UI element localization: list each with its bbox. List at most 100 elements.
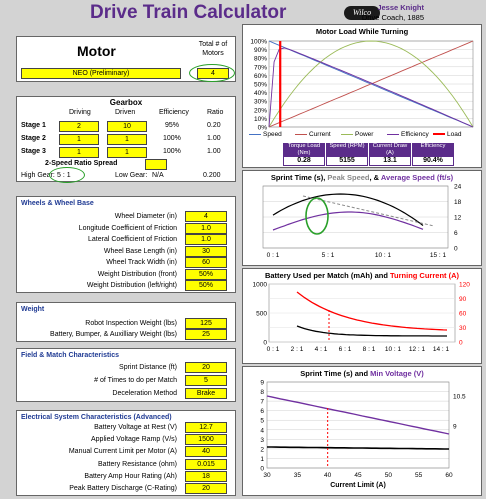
current-x-tick: 60 [445, 472, 453, 479]
battery-x-tick: 14 : 1 [433, 346, 450, 353]
match-field-label: # of Times to do per Match [94, 377, 177, 384]
current-x-tick: 55 [415, 472, 423, 479]
wheel-field-label: Longitude Coefficient of Friction [78, 224, 177, 232]
electrical-field-label: Manual Current Limit per Motor (A) [68, 448, 177, 456]
electrical-field-input[interactable]: 1500 [185, 434, 227, 446]
spread-label: 2-Speed Ratio Spread [45, 160, 118, 167]
weight-field-input[interactable]: 125 [185, 318, 227, 329]
electrical-field-label: Applied Voltage Ramp (V/s) [91, 436, 177, 444]
min-voltage-line [266, 395, 450, 435]
sprint-right-tick: 0 [454, 246, 458, 253]
motor-type-select[interactable]: NEO (Preliminary) [21, 68, 181, 79]
page-title: Drive Train Calculator [90, 2, 287, 23]
wheels-title: Wheels & Wheel Base [21, 200, 94, 207]
electrical-field-input[interactable]: 12.7 [185, 422, 227, 433]
current-x-tick: 50 [385, 472, 393, 479]
col-driven: Driven [115, 109, 136, 116]
stage-2-driving-input[interactable]: 1 [59, 134, 99, 145]
current-x-tick: 35 [294, 472, 302, 479]
motor-load-y-tick: 100% [250, 39, 267, 46]
battery-panel: Battery Used per Match (mAh) and Turning… [242, 268, 482, 364]
battery-x-tick: 8 : 1 [363, 346, 376, 353]
battery-used-line [296, 325, 447, 337]
highlight-ellipse [49, 167, 85, 183]
legend-item: Efficiency [387, 131, 429, 138]
motor-load-chart: 100%90% 80%70% 60% 50%40% 30%20% 10% 0% [250, 39, 474, 131]
motor-count-header: Total # of Motors [198, 41, 228, 57]
sprint-x-tick: 0 : 1 [267, 252, 280, 259]
stage-2-ratio: 1.00 [207, 135, 221, 142]
current-left-tick: 8 [260, 389, 264, 396]
low-gear-label: Low Gear: [115, 172, 148, 179]
electrical-field-label: Battery Voltage at Rest (V) [94, 424, 177, 431]
legend-swatch [433, 133, 445, 136]
match-field-input[interactable]: Brake [185, 388, 227, 399]
sprint-chart: 24 18 12 6 0 0 : 1 5 : 1 10 : 1 15 : 1 [262, 184, 462, 259]
author-name: Jesse Knight [377, 3, 424, 12]
stage-1-driving-input[interactable]: 2 [59, 121, 99, 132]
stage-2-eff: 100% [163, 135, 181, 142]
legend-swatch [341, 133, 353, 135]
wheel-field-label: Wheel Track Width (in) [106, 259, 177, 266]
spread-input[interactable] [145, 159, 167, 170]
motor-label: Motor [77, 43, 116, 59]
motor-load-y-tick: 50% [254, 82, 267, 89]
wheel-field-input[interactable]: 60 [185, 257, 227, 268]
total-ratio: 0.200 [203, 172, 221, 179]
electrical-field-input[interactable]: 20 [185, 483, 227, 494]
battery-x-tick: 6 : 1 [339, 346, 352, 353]
battery-title: Battery Used per Match (mAh) and Turning… [243, 271, 481, 280]
battery-left-tick: 0 [263, 340, 267, 347]
electrical-field-input[interactable]: 18 [185, 470, 227, 482]
sprint-right-tick: 12 [454, 215, 462, 222]
current-left-tick: 1 [260, 456, 264, 463]
legend-label: Speed [263, 131, 282, 138]
efficiency-line [268, 47, 474, 128]
current-left-tick: 4 [260, 427, 264, 434]
wheels-panel: Wheels & Wheel Base Wheel Diameter (in) 4… [16, 196, 236, 293]
peak-speed-line [302, 195, 435, 227]
electrical-panel: Electrical System Characteristics (Advan… [16, 410, 236, 496]
legend-label: Power [355, 131, 374, 138]
wheel-field-input[interactable]: 4 [185, 211, 227, 222]
col-ratio: Ratio [207, 109, 224, 116]
match-field-input[interactable]: 5 [185, 375, 227, 386]
electrical-field-input[interactable]: 0.015 [185, 458, 227, 470]
stage-1-driven-input[interactable]: 10 [107, 121, 147, 132]
electrical-field-input[interactable]: 40 [185, 446, 227, 458]
wheel-field-input[interactable]: 1.0 [185, 222, 227, 234]
current-left-tick: 9 [260, 380, 264, 387]
motor-load-y-tick: 20% [254, 107, 267, 114]
electrical-field-label: Battery Amp Hour Rating (Ah) [84, 472, 177, 480]
current-title-part: Min Voltage (V) [370, 369, 424, 378]
battery-right-tick: 90 [459, 296, 467, 303]
stage-3-driven-input[interactable]: 1 [107, 147, 147, 158]
motor-panel: Motor Total # of Motors NEO (Preliminary… [16, 36, 236, 82]
current-line [268, 40, 474, 128]
current-left-tick: 7 [260, 399, 264, 406]
wheel-field-input[interactable]: 50% [185, 280, 227, 291]
high-gear-label: High Gear: [21, 172, 55, 179]
stage-3-driving-input[interactable]: 1 [59, 147, 99, 158]
sprint-right-tick: 18 [454, 199, 462, 206]
match-field-label: Deceleration Method [112, 390, 177, 397]
current-left-tick: 5 [260, 418, 264, 425]
current-right-tick: 9 [453, 424, 457, 431]
sprint-x-tick: 10 : 1 [375, 252, 392, 259]
current-left-tick: 6 [260, 408, 264, 415]
stage-3-eff: 100% [163, 148, 181, 155]
sprint-time-line [272, 193, 424, 226]
stage-2-driven-input[interactable]: 1 [107, 134, 147, 145]
wheel-field-input[interactable]: 50% [185, 268, 227, 280]
weight-field-input[interactable]: 25 [185, 329, 227, 340]
battery-title-part: Turning Current (A) [390, 271, 460, 280]
weight-field-label: Battery, Bumper, & Auxilliary Weight (lb… [50, 331, 177, 338]
stage-3-label: Stage 3 [21, 148, 46, 155]
sprint-title-part: Peak Speed [327, 173, 370, 182]
wheel-field-input[interactable]: 1.0 [185, 234, 227, 245]
sprint-x-tick: 5 : 1 [322, 252, 335, 259]
match-field-input[interactable]: 20 [185, 362, 227, 373]
wheel-field-input[interactable]: 30 [185, 245, 227, 257]
gearbox-panel: Gearbox Driving Driven Efficiency Ratio … [16, 96, 236, 183]
